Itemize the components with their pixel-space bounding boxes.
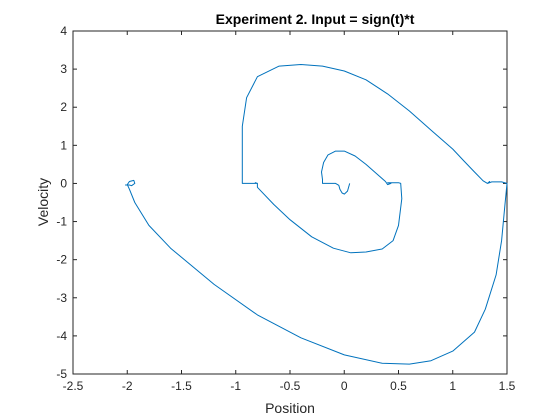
x-tick-label: -2: [122, 379, 133, 393]
y-tick-label: -2: [56, 253, 67, 267]
chart-title: Experiment 2. Input = sign(t)*t: [216, 11, 415, 27]
x-ticks: -2.5 -2 -1.5 -1 -0.5 0 0.5 1 1.5: [63, 31, 516, 393]
y-tick-label: -4: [56, 329, 67, 343]
y-tick-label: 1: [60, 138, 67, 152]
plot-area: [72, 30, 508, 375]
x-tick-label: 0.5: [390, 379, 407, 393]
axes: -2.5 -2 -1.5 -1 -0.5 0 0.5 1 1.5 -5 -4 -3 -2 -1 0 1 2 3 4: [56, 24, 515, 393]
x-axis-label: Position: [265, 400, 315, 416]
series-layer: [125, 64, 508, 365]
x-tick-label: 1.5: [499, 379, 516, 393]
x-tick-label: -0.5: [280, 379, 301, 393]
y-tick-label: 2: [60, 100, 67, 114]
x-tick-label: 1: [449, 379, 456, 393]
y-tick-label: -5: [56, 367, 67, 381]
y-tick-label: -3: [56, 291, 67, 305]
x-tick-label: 0: [341, 379, 348, 393]
y-tick-label: -1: [56, 215, 67, 229]
x-tick-label: -2.5: [63, 379, 84, 393]
x-tick-label: -1.5: [171, 379, 192, 393]
y-tick-label: 0: [60, 176, 67, 190]
y-axis-label: Velocity: [35, 178, 51, 226]
x-tick-label: -1: [230, 379, 241, 393]
y-tick-label: 3: [60, 62, 67, 76]
y-ticks: -5 -4 -3 -2 -1 0 1 2 3 4: [56, 24, 507, 381]
series-line-0: [125, 64, 508, 365]
y-tick-label: 4: [60, 24, 67, 38]
